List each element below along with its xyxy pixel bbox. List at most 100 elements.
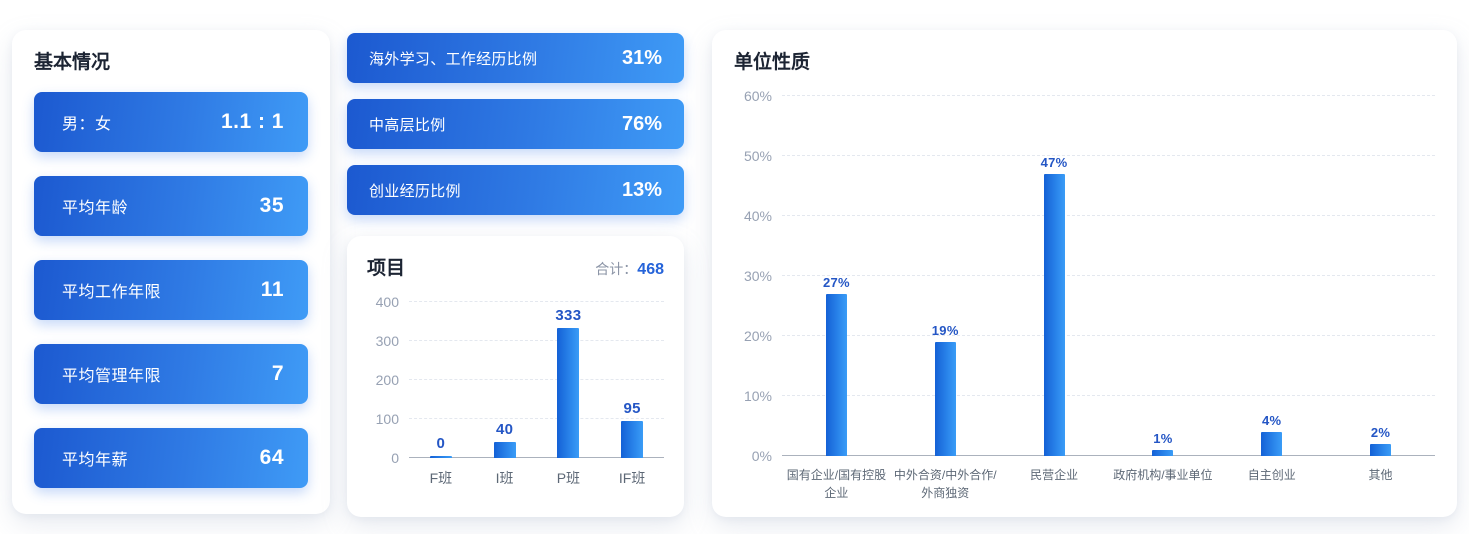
x-axis-tick-label: F班 [409,468,473,489]
x-axis-labels: 国有企业/国有控股企业 中外合资/中外合作/外商独资 民营企业 政府机构/事业单位 自主… [782,466,1435,502]
x-axis-labels: F班 I班 P班 IF班 [409,468,664,489]
gridline [782,155,1435,156]
x-axis-tick-label: 国有企业/国有控股企业 [782,466,891,502]
y-axis-tick-label: 10% [743,388,772,404]
stat-value: 7 [271,362,284,385]
stat-label: 平均年龄 [62,200,129,217]
chart-bar [493,442,516,458]
bars-row: 0 40 333 95 [409,302,664,458]
ratio-label: 创业经历比例 [369,182,461,200]
y-axis-tick-label: 0 [391,450,399,466]
chart-bar [1152,450,1174,456]
chart-bar [1261,432,1283,456]
x-axis-tick-label: 其他 [1326,466,1435,502]
gridline [409,379,664,380]
stat-bar-gender-ratio: 男：女 1.1 : 1 [34,92,308,152]
stat-label: 平均管理年限 [62,368,162,385]
middle-column: 海外学习、工作经历比例 31% 中高层比例 76% 创业经历比例 13% 项目 … [347,33,684,517]
y-axis-tick-label: 40% [743,208,772,224]
bar-value-label: 4% [1262,413,1282,428]
stat-value: 11 [260,278,284,301]
bar-column: 0 [409,435,473,458]
bar-column: 19% [891,323,1000,456]
stat-value: 64 [259,446,284,469]
y-axis-tick-label: 400 [375,294,399,310]
chart-bar [825,294,847,456]
stat-label: 男：女 [62,116,112,133]
y-axis-tick-label: 0% [751,448,772,464]
y-axis-tick-label: 300 [375,333,399,349]
unit-nature-card: 单位性质 0% 10% 20% 30% 40% 50% 60% 27% 19% 47% 1% 4% 2%… [712,30,1457,517]
gridline [782,395,1435,396]
x-axis-tick-text: P班 [556,470,581,486]
ratio-card-entrepreneurship: 创业经历比例 13% [347,165,684,215]
y-axis-tick-label: 100 [375,411,399,427]
bar-column: 4% [1217,413,1326,456]
stat-bar-average-salary: 平均年薪 64 [34,428,308,488]
y-axis-tick-label: 60% [743,88,772,104]
bar-value-label: 333 [555,307,582,325]
bar-value-label: 47% [1040,155,1068,170]
x-axis-tick-text: 其他 [1368,468,1393,482]
bar-value-label: 0 [436,435,446,452]
ratio-value: 31% [621,46,662,69]
bars-row: 27% 19% 47% 1% 4% 2% [782,96,1435,456]
unit-nature-title: 单位性质 [734,52,811,73]
ratio-label: 海外学习、工作经历比例 [369,50,538,68]
x-axis-line [409,457,664,458]
project-chart-card: 项目 合计：468 0 100 200 300 400 0 40 333 95 F班 I班 P班 IF班 [347,236,684,517]
chart-body: 0% 10% 20% 30% 40% 50% 60% 27% 19% 47% 1% 4% 2% [734,88,1435,464]
x-axis-tick-label: 自主创业 [1217,466,1326,502]
stat-label: 平均工作年限 [62,284,162,301]
bar-value-label: 40 [495,421,514,439]
y-axis: 0% 10% 20% 30% 40% 50% 60% [734,88,782,464]
gridline [782,275,1435,276]
bar-column: 95 [600,400,664,458]
x-axis-line [782,455,1435,456]
x-axis-tick-label: 中外合资/中外合作/外商独资 [891,466,1000,502]
x-axis-tick-label: I班 [473,468,537,489]
y-axis-tick-label: 30% [743,268,772,284]
chart-bar [1043,174,1065,456]
bar-column: 2% [1326,425,1435,456]
stat-label: 平均年薪 [62,452,129,469]
project-total: 合计：468 [595,259,664,279]
x-axis-tick-text: 民营企业 [1030,468,1079,482]
x-axis-tick-text: 政府机构/事业单位 [1113,468,1213,482]
chart-bar [429,456,452,458]
ratio-value: 13% [621,178,662,201]
stat-bar-average-work-years: 平均工作年限 11 [34,260,308,320]
bar-value-label: 27% [822,275,850,290]
y-axis-tick-label: 200 [375,372,399,388]
project-chart-title: 项目 [367,258,406,279]
gridline [782,95,1435,96]
project-total-label: 合计： [595,261,638,277]
gridline [409,340,664,341]
x-axis-tick-label: P班 [537,468,601,489]
x-axis-tick-text: 中外合资/中外合作/外商独资 [893,468,997,500]
y-axis-tick-label: 20% [743,328,772,344]
chart-bar [557,328,580,458]
ratio-card-mid-senior-level: 中高层比例 76% [347,99,684,149]
bar-column: 333 [537,307,601,458]
project-bar-chart: 0 100 200 300 400 0 40 333 95 F班 I班 P班 IF班 [367,294,664,489]
chart-bar [934,342,956,456]
bar-value-label: 1% [1153,431,1173,446]
y-axis-tick-label: 50% [743,148,772,164]
unit-nature-bar-chart: 0% 10% 20% 30% 40% 50% 60% 27% 19% 47% 1% 4% 2% 国有企业/… [734,88,1435,502]
ratio-value: 76% [621,112,662,135]
bar-value-label: 2% [1370,425,1391,440]
bar-value-label: 95 [623,399,641,417]
chart-plot-area: 0 40 333 95 [409,301,664,458]
bar-column: 40 [473,421,537,458]
basic-info-title: 基本情况 [34,52,111,73]
x-axis-tick-text: F班 [429,470,453,486]
chart-body: 0 100 200 300 400 0 40 333 95 [367,294,664,466]
gridline [409,418,664,419]
gridline [782,215,1435,216]
x-axis-tick-text: 自主创业 [1247,468,1296,482]
stat-bar-average-management-years: 平均管理年限 7 [34,344,308,404]
stat-value: 35 [259,194,284,217]
x-axis-tick-label: 政府机构/事业单位 [1108,466,1217,502]
x-axis-tick-label: 民营企业 [1000,466,1109,502]
